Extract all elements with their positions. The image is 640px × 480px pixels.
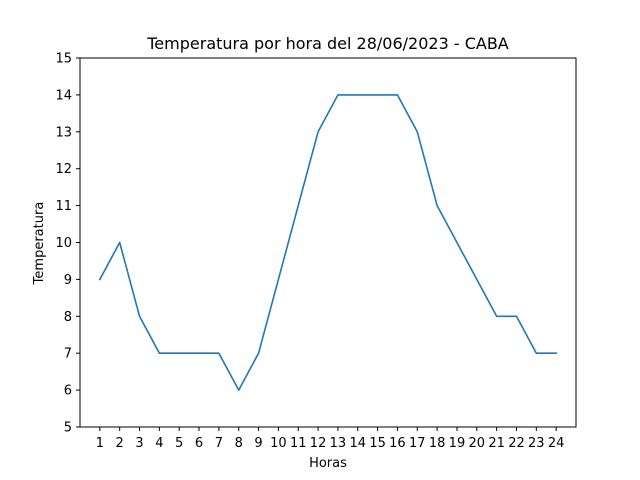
y-tick-label: 10 [55, 236, 72, 251]
x-tick-label: 12 [310, 436, 327, 451]
x-tick-label: 15 [369, 436, 386, 451]
y-tick-label: 11 [55, 199, 72, 214]
y-tick-label: 15 [55, 52, 72, 67]
y-tick-label: 6 [64, 384, 72, 399]
y-tick-label: 14 [55, 88, 72, 103]
x-tick-label: 17 [409, 436, 426, 451]
y-axis-ticks: 5 6 7 8 9 10 11 12 13 14 15 [55, 52, 80, 436]
series-layer [98, 94, 557, 391]
y-tick-label: 13 [55, 125, 72, 140]
x-tick-label: 5 [175, 436, 183, 451]
x-tick-label: 3 [135, 436, 143, 451]
x-tick-label: 23 [528, 436, 545, 451]
x-tick-label: 24 [548, 436, 565, 451]
x-tick-label: 7 [215, 436, 223, 451]
x-tick-label: 18 [429, 436, 446, 451]
y-tick-label: 5 [64, 421, 72, 436]
y-tick-label: 12 [55, 162, 72, 177]
x-tick-label: 13 [330, 436, 347, 451]
x-tick-label: 22 [508, 436, 525, 451]
x-tick-label: 1 [96, 436, 104, 451]
x-tick-label: 20 [469, 436, 486, 451]
series-line [98, 94, 557, 391]
x-tick-label: 4 [155, 436, 163, 451]
x-tick-label: 11 [290, 436, 307, 451]
x-tick-label: 2 [116, 436, 124, 451]
chart-title: Temperatura por hora del 28/06/2023 - CA… [146, 34, 509, 53]
y-axis-label: Temperatura [32, 202, 47, 286]
y-tick-label: 8 [64, 310, 72, 325]
x-tick-label: 8 [235, 436, 243, 451]
x-axis-ticks: 1 2 3 4 5 6 7 8 9 10 11 12 13 14 15 16 17 18 19 20 21 22 23 24 [96, 427, 565, 451]
x-tick-label: 9 [254, 436, 262, 451]
x-tick-label: 19 [449, 436, 466, 451]
y-tick-label: 9 [64, 273, 72, 288]
x-tick-label: 16 [389, 436, 406, 451]
x-tick-label: 21 [488, 436, 505, 451]
x-tick-label: 6 [195, 436, 203, 451]
x-tick-label: 10 [270, 436, 287, 451]
y-tick-label: 7 [64, 347, 72, 362]
x-axis-label: Horas [309, 456, 347, 471]
x-tick-label: 14 [349, 436, 366, 451]
